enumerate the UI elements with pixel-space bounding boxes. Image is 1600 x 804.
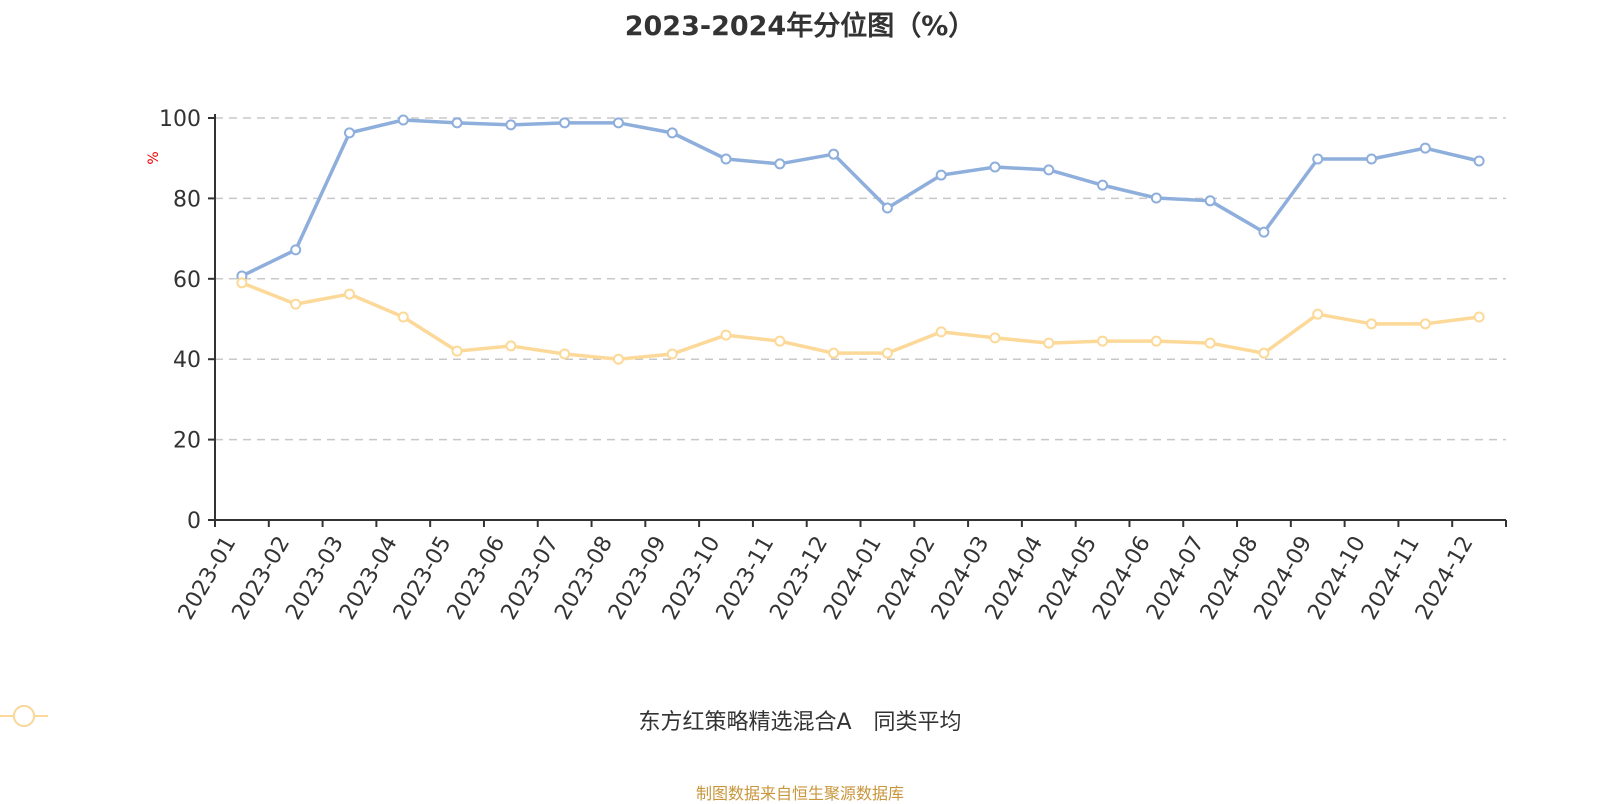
legend-label: 东方红策略精选混合A (638, 710, 852, 735)
data-point[interactable] (1473, 311, 1485, 323)
data-point[interactable] (1473, 155, 1485, 167)
data-point[interactable] (397, 114, 409, 126)
data-point[interactable] (290, 244, 302, 256)
data-point[interactable] (828, 347, 840, 359)
data-point[interactable] (1312, 153, 1324, 165)
data-point[interactable] (881, 202, 893, 214)
data-point[interactable] (397, 311, 409, 323)
data-point[interactable] (935, 169, 947, 181)
data-point[interactable] (774, 158, 786, 170)
data-point[interactable] (343, 127, 355, 139)
data-point[interactable] (666, 127, 678, 139)
legend-item-average[interactable]: 同类平均 (0, 704, 962, 736)
series-line-0 (241, 118, 1480, 278)
data-point[interactable] (1258, 226, 1270, 238)
legend-item-fund[interactable]: 东方红策略精选混合A (0, 704, 852, 736)
data-point[interactable] (666, 348, 678, 360)
y-tick-label: 0 (187, 509, 201, 534)
data-point[interactable] (828, 148, 840, 160)
data-point[interactable] (290, 298, 302, 310)
data-point[interactable] (1150, 192, 1162, 204)
data-point[interactable] (1150, 335, 1162, 347)
data-point[interactable] (343, 288, 355, 300)
data-point[interactable] (935, 326, 947, 338)
line-chart: 020406080100%2023-012023-022023-032023-0… (146, 107, 1507, 624)
data-point[interactable] (1366, 318, 1378, 330)
data-point[interactable] (1204, 195, 1216, 207)
series-line-1 (241, 281, 1480, 361)
data-point[interactable] (1204, 337, 1216, 349)
data-point[interactable] (1366, 153, 1378, 165)
data-source: 制图数据来自恒生聚源数据库 (695, 784, 904, 803)
data-point[interactable] (881, 347, 893, 359)
data-point[interactable] (1258, 347, 1270, 359)
data-point[interactable] (451, 345, 463, 357)
data-point[interactable] (236, 277, 248, 289)
data-point[interactable] (1419, 318, 1431, 330)
data-point[interactable] (451, 117, 463, 129)
y-tick-label: 100 (159, 107, 201, 132)
data-point[interactable] (612, 353, 624, 365)
data-point[interactable] (774, 335, 786, 347)
legend-label: 同类平均 (873, 710, 962, 735)
data-point[interactable] (989, 161, 1001, 173)
chart-title: 2023-2024年分位图（%） (624, 11, 976, 42)
y-axis-unit: % (146, 151, 162, 164)
y-tick-label: 20 (173, 429, 201, 454)
data-point[interactable] (559, 348, 571, 360)
data-point[interactable] (1419, 142, 1431, 154)
legend: 东方红策略精选混合A 同类平均 (0, 704, 1600, 736)
y-tick-label: 80 (173, 187, 201, 212)
data-point[interactable] (1312, 308, 1324, 320)
legend-marker-icon (0, 705, 48, 727)
data-point[interactable] (989, 332, 1001, 344)
data-point[interactable] (720, 153, 732, 165)
data-point[interactable] (1097, 179, 1109, 191)
data-point[interactable] (1043, 164, 1055, 176)
data-point[interactable] (612, 117, 624, 129)
data-point[interactable] (1043, 337, 1055, 349)
data-point[interactable] (505, 119, 517, 131)
y-tick-label: 60 (173, 268, 201, 293)
y-tick-label: 40 (173, 348, 201, 373)
data-point[interactable] (1097, 335, 1109, 347)
data-point[interactable] (505, 340, 517, 352)
data-point[interactable] (559, 117, 571, 129)
data-point[interactable] (720, 329, 732, 341)
